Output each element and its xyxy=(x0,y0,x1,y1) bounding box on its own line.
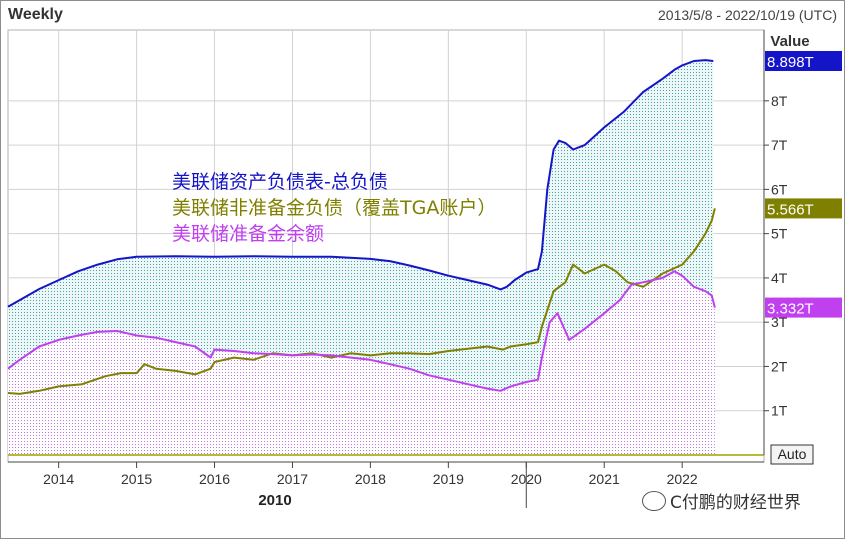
x-tick-label: 2016 xyxy=(199,471,230,487)
auto-button[interactable]: Auto xyxy=(770,444,814,465)
x-tick-label: 2022 xyxy=(667,471,698,487)
reserve-value-badge: 3.332T xyxy=(765,297,842,318)
watermark-text: C付鹏的财经世界 xyxy=(670,493,801,513)
y-tick-label: 2T xyxy=(771,358,788,374)
value-badge-label: 3.332T xyxy=(767,301,814,318)
period-label[interactable]: Weekly xyxy=(8,6,63,23)
value-axis-title: Value xyxy=(770,33,809,50)
y-tick-label: 5T xyxy=(771,226,788,242)
nonreserve-value-badge: 5.566T xyxy=(765,198,842,219)
y-tick-label: 8T xyxy=(771,93,788,109)
x-tick-label: 2015 xyxy=(121,471,152,487)
legend-total: 美联储资产负债表-总负债 xyxy=(172,171,388,193)
nonreserve-line xyxy=(7,208,716,395)
date-range-label: 2013/5/8 - 2022/10/19 (UTC) xyxy=(658,7,837,23)
reserve-area xyxy=(8,271,715,455)
x-tick-label: 2018 xyxy=(355,471,386,487)
x-tick-label: 2021 xyxy=(589,471,620,487)
x-tick-label: 2019 xyxy=(433,471,464,487)
value-badges: 8.898T 5.566T 3.332T xyxy=(765,50,842,318)
area-fills xyxy=(8,60,715,455)
x-axis: 2014 2015 2016 2017 2018 2019 2020 2021 2022 xyxy=(8,461,764,508)
legend-nonreserve: 美联储非准备金负债（覆盖TGA账户） xyxy=(172,197,496,219)
y-tick-label: 1T xyxy=(771,403,788,419)
x-tick-label: 2017 xyxy=(277,471,308,487)
auto-button-label: Auto xyxy=(778,446,807,462)
total-line xyxy=(7,59,714,308)
watermark: C付鹏的财经世界 xyxy=(642,488,801,513)
y-tick-label: 7T xyxy=(771,137,788,153)
value-badge-label: 5.566T xyxy=(767,201,814,218)
y-tick-label: 6T xyxy=(771,181,788,197)
legend-reserve: 美联储准备金余额 xyxy=(172,223,324,245)
reserve-line xyxy=(7,270,716,392)
total-value-badge: 8.898T xyxy=(765,50,842,71)
y-tick-label: 4T xyxy=(771,270,788,286)
y-axis: 1T 2T 3T 4T 5T 6T 7T 8T xyxy=(763,30,788,455)
x-tick-label: 2014 xyxy=(43,471,74,487)
y-tick-label: 3T xyxy=(771,314,788,330)
wechat-icon xyxy=(642,491,666,511)
value-badge-label: 8.898T xyxy=(767,54,814,71)
year-marker: 2010 xyxy=(258,492,291,509)
series-lines xyxy=(7,59,716,395)
